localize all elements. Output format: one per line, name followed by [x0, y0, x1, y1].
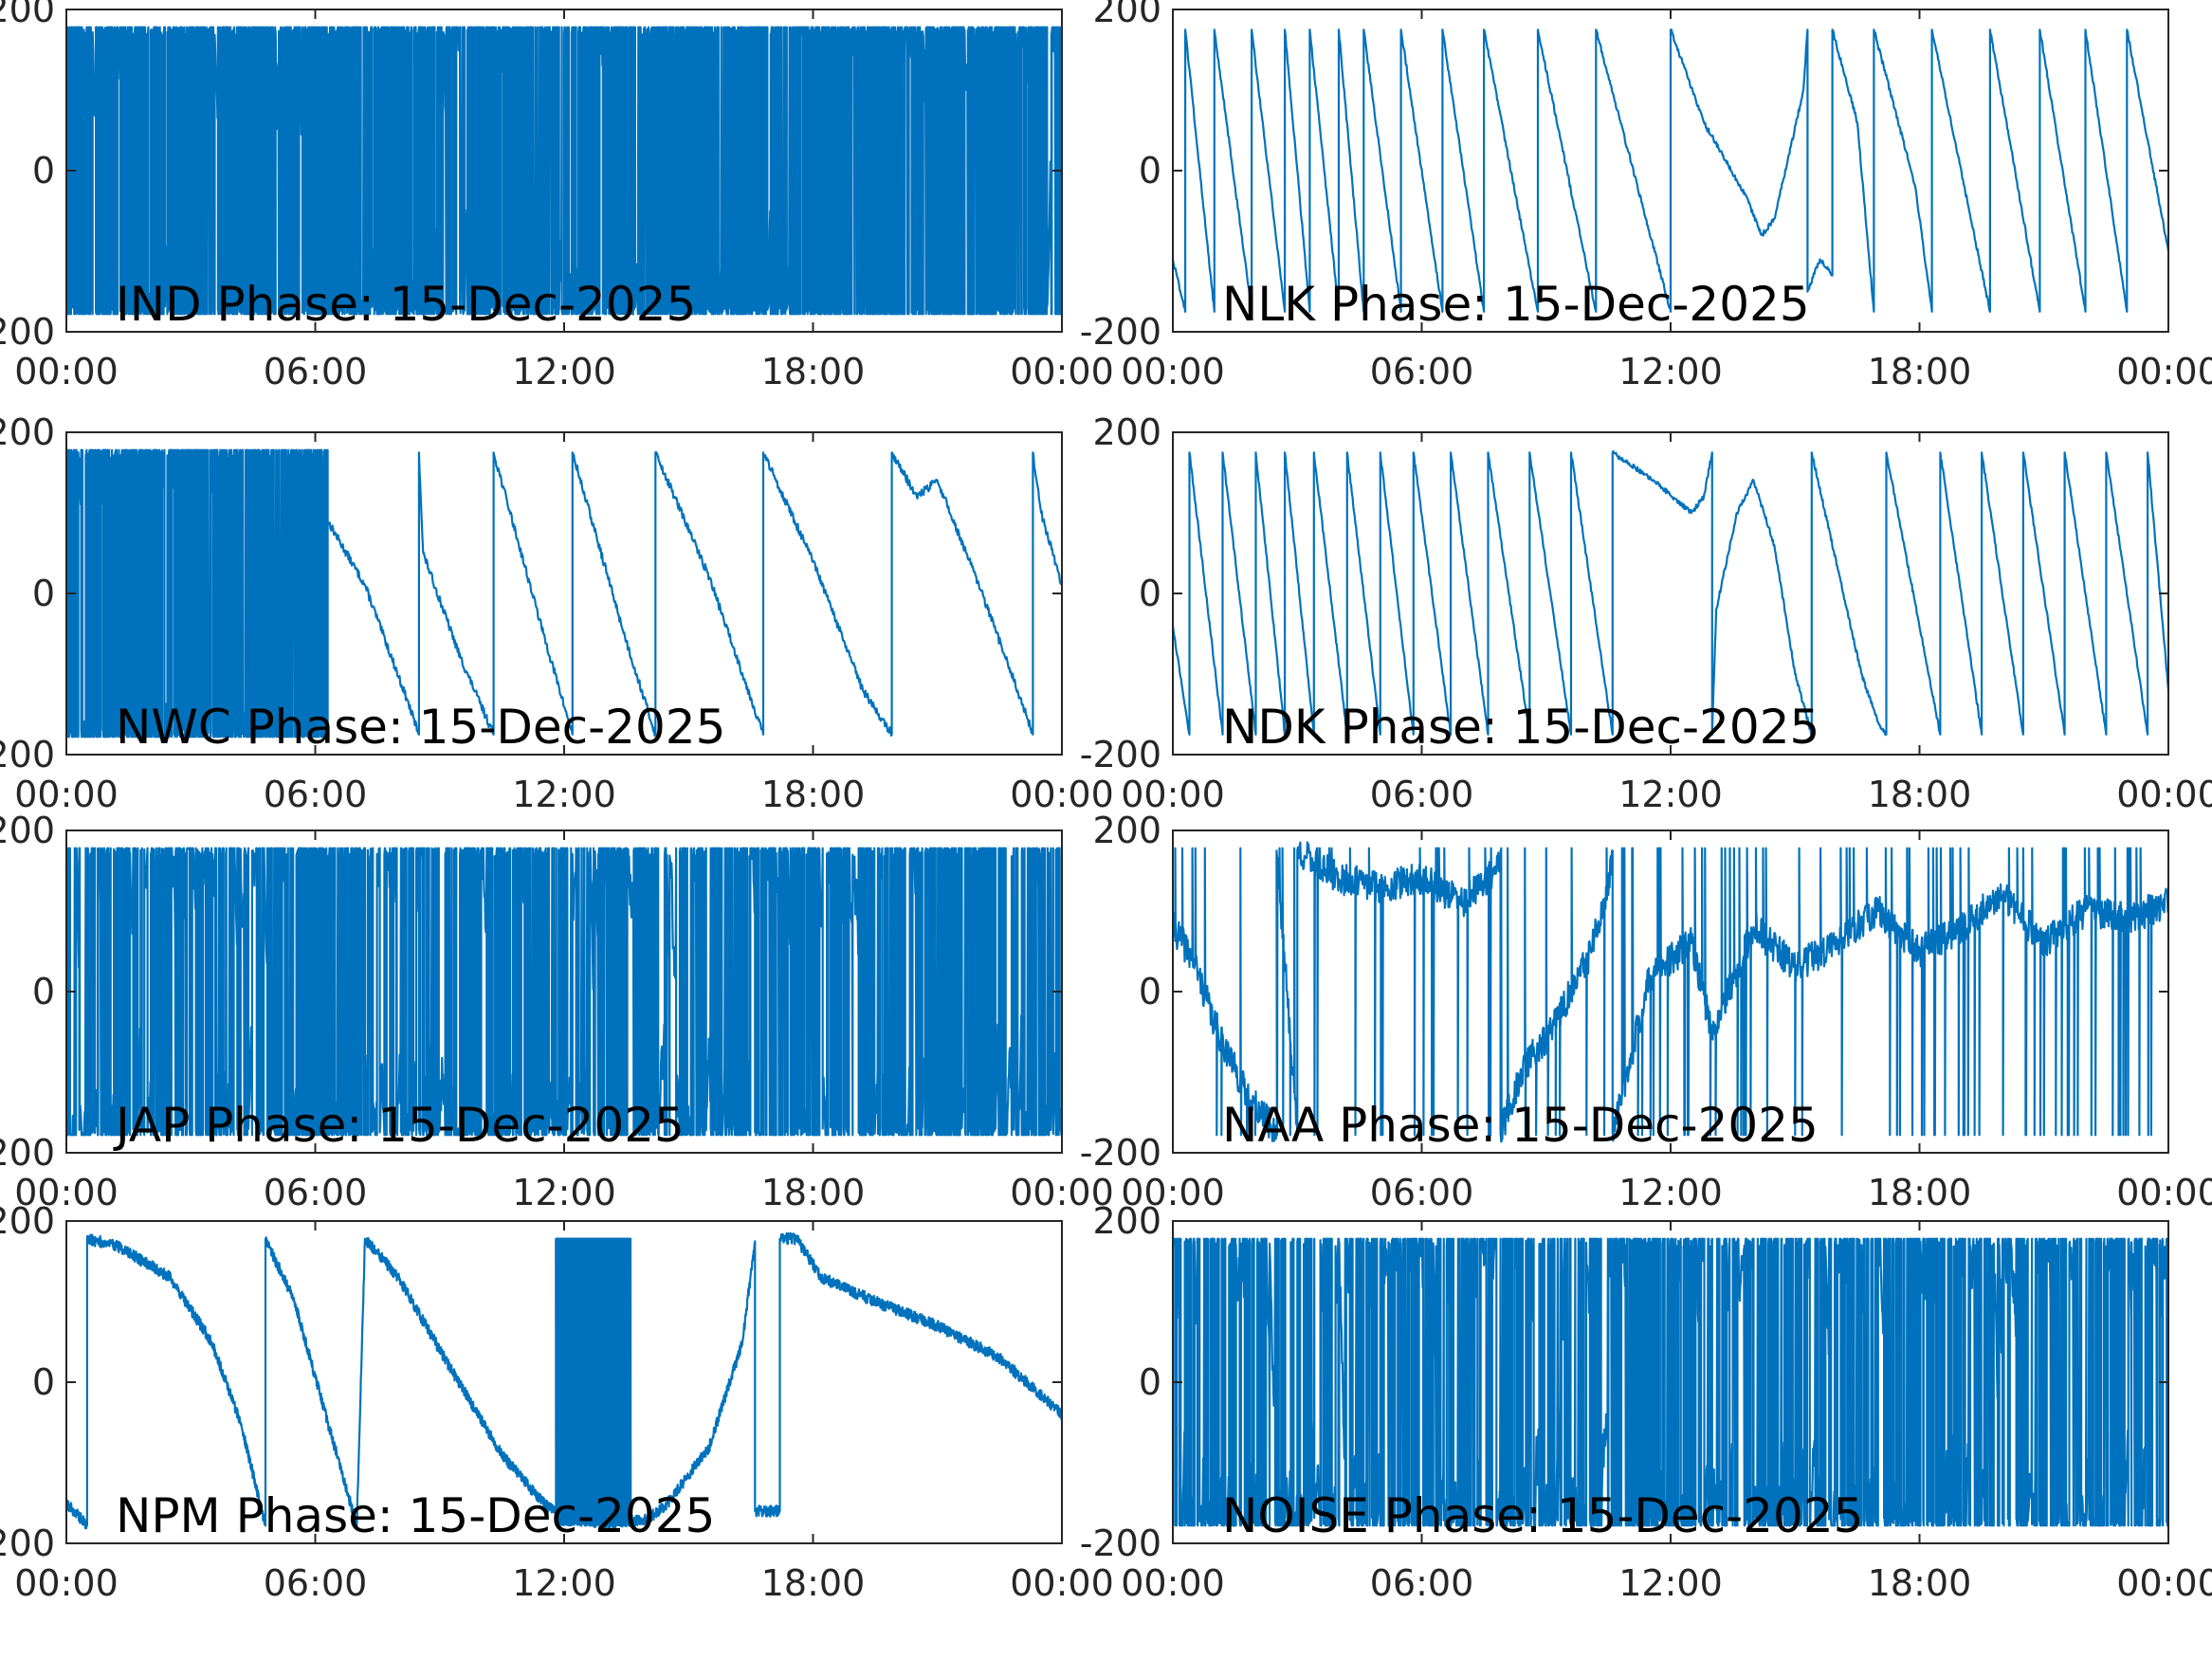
x-tick-label: 18:00 [1868, 774, 1972, 815]
x-tick-label: 18:00 [761, 1172, 866, 1213]
x-tick-label: 06:00 [1370, 1562, 1474, 1604]
y-tick-label: 0 [32, 1361, 55, 1403]
series-line [1173, 841, 2168, 1143]
x-tick-label: 12:00 [512, 774, 616, 815]
series-line [66, 847, 1062, 1137]
y-tick-label: 200 [0, 411, 55, 453]
x-tick-label: 00:00 [1010, 351, 1114, 392]
x-tick-label: 00:00 [2116, 1562, 2212, 1604]
x-tick-label: 06:00 [1370, 774, 1474, 815]
x-tick-label: 18:00 [1868, 351, 1972, 392]
panel-title: NAA Phase: 15-Dec-2025 [1222, 1098, 1819, 1153]
x-tick-label: 12:00 [1618, 774, 1723, 815]
x-tick-label: 00:00 [2116, 774, 2212, 815]
y-tick-label: -200 [1080, 1522, 1161, 1564]
x-tick-label: 00:00 [1121, 1562, 1225, 1604]
x-tick-label: 00:00 [1010, 1172, 1114, 1213]
y-tick-label: 200 [1092, 411, 1161, 453]
x-tick-label: 00:00 [14, 774, 119, 815]
x-tick-label: 06:00 [1370, 1172, 1474, 1213]
y-tick-label: 200 [1092, 810, 1161, 851]
y-tick-label: -200 [1080, 311, 1161, 353]
x-tick-label: 06:00 [264, 774, 368, 815]
y-tick-label: 200 [0, 810, 55, 851]
panel-title: NDK Phase: 15-Dec-2025 [1222, 700, 1819, 755]
x-tick-label: 00:00 [1010, 774, 1114, 815]
x-tick-label: 00:00 [1010, 1562, 1114, 1604]
series-line [1173, 1237, 2168, 1527]
series-line [1173, 449, 2168, 737]
y-tick-label: -200 [0, 1522, 55, 1564]
x-tick-label: 00:00 [14, 351, 119, 392]
y-tick-label: 200 [0, 1200, 55, 1242]
y-tick-label: 0 [1139, 573, 1161, 614]
series-line [66, 448, 1062, 738]
y-tick-label: -200 [0, 1132, 55, 1174]
x-tick-label: 12:00 [512, 1172, 616, 1213]
y-tick-label: 200 [1092, 0, 1161, 30]
panel-title: NLK Phase: 15-Dec-2025 [1222, 277, 1810, 332]
y-tick-label: 0 [1139, 150, 1161, 191]
x-tick-label: 00:00 [14, 1172, 119, 1213]
x-tick-label: 12:00 [512, 351, 616, 392]
y-tick-label: 0 [1139, 1361, 1161, 1403]
x-tick-label: 00:00 [14, 1562, 119, 1604]
x-tick-label: 18:00 [761, 1562, 866, 1604]
x-tick-label: 06:00 [264, 1562, 368, 1604]
series-line [1173, 28, 2168, 313]
panel-title: NOISE Phase: 15-Dec-2025 [1222, 1488, 1863, 1543]
y-tick-label: 0 [32, 971, 55, 1012]
y-tick-label: -200 [0, 734, 55, 775]
x-tick-label: 00:00 [1121, 351, 1225, 392]
series-line [66, 26, 1062, 316]
y-tick-label: 0 [1139, 971, 1161, 1012]
x-tick-label: 18:00 [761, 774, 866, 815]
series-line-dense [555, 1237, 632, 1527]
x-tick-label: 18:00 [1868, 1172, 1972, 1213]
x-tick-label: 18:00 [761, 351, 866, 392]
y-tick-label: 0 [32, 573, 55, 614]
x-tick-label: 06:00 [1370, 351, 1474, 392]
x-tick-label: 12:00 [512, 1562, 616, 1604]
x-tick-label: 18:00 [1868, 1562, 1972, 1604]
x-tick-label: 12:00 [1618, 351, 1723, 392]
y-tick-label: -200 [0, 311, 55, 353]
y-tick-label: 200 [0, 0, 55, 30]
panel-title: NPM Phase: 15-Dec-2025 [116, 1488, 715, 1543]
x-tick-label: 06:00 [264, 1172, 368, 1213]
panel-title: IND Phase: 15-Dec-2025 [116, 277, 696, 332]
x-tick-label: 00:00 [2116, 351, 2212, 392]
panel-title: NWC Phase: 15-Dec-2025 [116, 700, 725, 755]
x-tick-label: 00:00 [2116, 1172, 2212, 1213]
x-tick-label: 12:00 [1618, 1562, 1723, 1604]
x-tick-label: 00:00 [1121, 774, 1225, 815]
x-tick-label: 00:00 [1121, 1172, 1225, 1213]
y-tick-label: 200 [1092, 1200, 1161, 1242]
y-tick-label: -200 [1080, 734, 1161, 775]
panel-title: JAP Phase: 15-Dec-2025 [113, 1098, 685, 1153]
y-tick-label: 0 [32, 150, 55, 191]
x-tick-label: 12:00 [1618, 1172, 1723, 1213]
x-tick-label: 06:00 [264, 351, 368, 392]
y-tick-label: -200 [1080, 1132, 1161, 1174]
